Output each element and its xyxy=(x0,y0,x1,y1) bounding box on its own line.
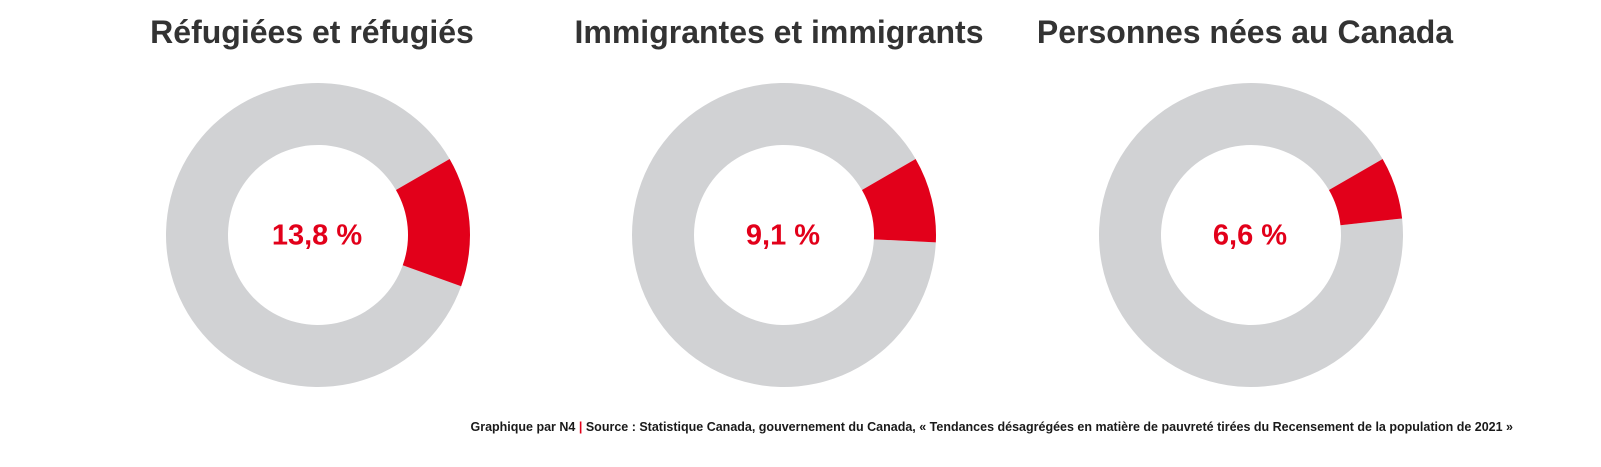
donut-slice-remainder xyxy=(632,83,936,388)
donut-chart-2: 9,1 % xyxy=(632,83,936,388)
donut-center-label: 13,8 % xyxy=(272,220,362,252)
donut-slice-remainder xyxy=(1099,82,1403,387)
donut-center-label: 6,6 % xyxy=(1213,220,1287,252)
separator-bar: | xyxy=(578,420,583,434)
donut-slice-highlight xyxy=(395,159,470,287)
donut-chart-1: 13,8 % xyxy=(166,83,470,388)
donut-slice-highlight xyxy=(861,159,936,243)
source-text: Source : Statistique Canada, gouvernemen… xyxy=(585,420,1513,434)
chart-title-refugies: Réfugiées et réfugiés xyxy=(150,14,474,50)
donut-slice-remainder xyxy=(166,83,462,388)
source-line: Graphique par N4 | Source : Statistique … xyxy=(470,420,1513,434)
chart-title-immigrants: Immigrantes et immigrants xyxy=(574,14,984,50)
donut-center-label: 9,1 % xyxy=(746,220,820,252)
credit-text: Graphique par N4 xyxy=(470,420,576,434)
donut-chart-3: 6,6 % xyxy=(1099,82,1403,387)
chart-title-nes-au-canada: Personnes nées au Canada xyxy=(1036,14,1454,50)
donut-slice-highlight xyxy=(1328,159,1403,226)
